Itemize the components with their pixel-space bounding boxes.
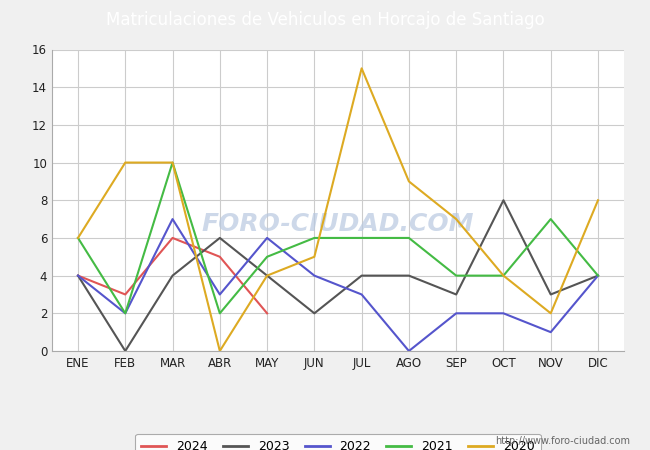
Text: Matriculaciones de Vehiculos en Horcajo de Santiago: Matriculaciones de Vehiculos en Horcajo … [105,11,545,29]
Text: FORO-CIUDAD.COM: FORO-CIUDAD.COM [202,212,474,236]
Legend: 2024, 2023, 2022, 2021, 2020: 2024, 2023, 2022, 2021, 2020 [135,434,541,450]
Text: http://www.foro-ciudad.com: http://www.foro-ciudad.com [495,436,630,446]
